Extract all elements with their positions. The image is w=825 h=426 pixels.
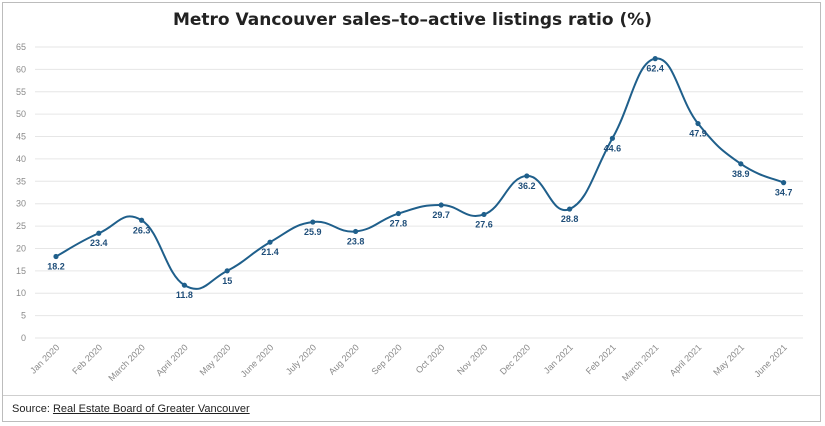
data-label: 27.8 bbox=[390, 219, 408, 229]
data-point bbox=[738, 161, 744, 167]
chart-title: Metro Vancouver sales–to–active listings… bbox=[172, 10, 653, 30]
x-tick-label: July 2020 bbox=[284, 342, 318, 376]
data-label: 25.9 bbox=[304, 227, 322, 237]
x-tick-label: May 2021 bbox=[711, 342, 746, 377]
y-tick-label: 65 bbox=[16, 42, 26, 52]
data-label: 38.9 bbox=[732, 169, 750, 179]
data-point bbox=[224, 268, 230, 274]
data-label: 27.6 bbox=[475, 219, 493, 229]
data-label: 44.6 bbox=[604, 143, 622, 153]
series-line bbox=[55, 57, 785, 290]
x-tick-label: Oct 2020 bbox=[414, 342, 447, 375]
source-prefix: Source: bbox=[12, 403, 53, 415]
data-label: 62.4 bbox=[646, 64, 664, 74]
y-tick-label: 60 bbox=[16, 64, 26, 74]
data-point bbox=[524, 173, 530, 179]
y-tick-label: 50 bbox=[16, 109, 26, 119]
x-tick-label: Feb 2020 bbox=[70, 342, 104, 376]
data-label: 34.7 bbox=[775, 188, 793, 198]
data-point bbox=[481, 211, 487, 218]
data-point bbox=[438, 202, 444, 208]
data-point bbox=[267, 239, 273, 245]
y-tick-label: 45 bbox=[16, 132, 26, 142]
x-tick-label: June 2021 bbox=[752, 342, 789, 379]
data-label: 21.4 bbox=[261, 247, 279, 257]
x-tick-label: May 2020 bbox=[198, 342, 233, 377]
data-point bbox=[53, 253, 59, 260]
x-tick-label: Sep 2020 bbox=[369, 342, 403, 376]
data-point bbox=[695, 120, 701, 127]
x-tick-label: June 2020 bbox=[239, 342, 276, 379]
data-point bbox=[609, 135, 616, 141]
y-tick-label: 25 bbox=[16, 221, 26, 231]
y-tick-label: 15 bbox=[16, 266, 26, 276]
data-point bbox=[353, 228, 359, 235]
x-tick-label: March 2021 bbox=[620, 342, 661, 383]
data-point bbox=[567, 206, 573, 212]
source-note: Source: Real Estate Board of Greater Van… bbox=[12, 403, 250, 415]
x-tick-label: Jan 2020 bbox=[28, 342, 61, 375]
data-label: 47.9 bbox=[689, 129, 707, 139]
y-tick-label: 5 bbox=[21, 311, 26, 321]
y-tick-label: 35 bbox=[16, 176, 26, 186]
y-tick-label: 40 bbox=[16, 154, 26, 164]
data-label: 23.8 bbox=[347, 236, 365, 246]
x-tick-label: Aug 2020 bbox=[327, 342, 361, 376]
data-point bbox=[652, 56, 658, 62]
data-point bbox=[181, 282, 187, 288]
data-point bbox=[96, 230, 102, 236]
data-label: 36.2 bbox=[518, 181, 536, 191]
data-point bbox=[781, 180, 787, 186]
data-label: 15 bbox=[222, 276, 232, 286]
x-tick-label: April 2021 bbox=[668, 342, 704, 378]
x-tick-label: Feb 2021 bbox=[584, 342, 618, 376]
y-tick-label: 55 bbox=[16, 87, 26, 97]
footer-divider bbox=[3, 395, 820, 396]
data-label: 29.7 bbox=[432, 210, 450, 220]
data-label: 18.2 bbox=[47, 262, 65, 272]
y-tick-label: 0 bbox=[21, 333, 26, 343]
x-tick-label: March 2020 bbox=[106, 342, 147, 383]
data-label: 11.8 bbox=[176, 290, 193, 300]
y-tick-label: 20 bbox=[16, 243, 26, 253]
chart-frame bbox=[2, 2, 821, 422]
data-label: 28.8 bbox=[561, 214, 579, 224]
y-tick-label: 30 bbox=[16, 199, 26, 209]
data-label: 26.3 bbox=[133, 225, 151, 235]
y-tick-label: 10 bbox=[16, 288, 26, 298]
x-tick-label: Dec 2020 bbox=[498, 342, 532, 376]
source-link[interactable]: Real Estate Board of Greater Vancouver bbox=[52, 403, 250, 415]
data-label: 23.4 bbox=[90, 238, 108, 248]
x-tick-label: Nov 2020 bbox=[455, 342, 489, 376]
data-point bbox=[310, 219, 316, 225]
data-point bbox=[395, 210, 401, 217]
x-tick-label: April 2020 bbox=[154, 342, 190, 378]
data-point bbox=[139, 217, 145, 223]
x-tick-label: Jan 2021 bbox=[542, 342, 575, 375]
